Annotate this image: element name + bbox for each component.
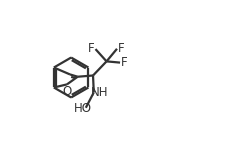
Text: NH: NH <box>91 86 108 99</box>
Text: F: F <box>121 56 128 69</box>
Text: HO: HO <box>74 102 92 115</box>
Text: O: O <box>62 85 72 98</box>
Text: F: F <box>118 42 124 55</box>
Text: F: F <box>88 42 95 55</box>
